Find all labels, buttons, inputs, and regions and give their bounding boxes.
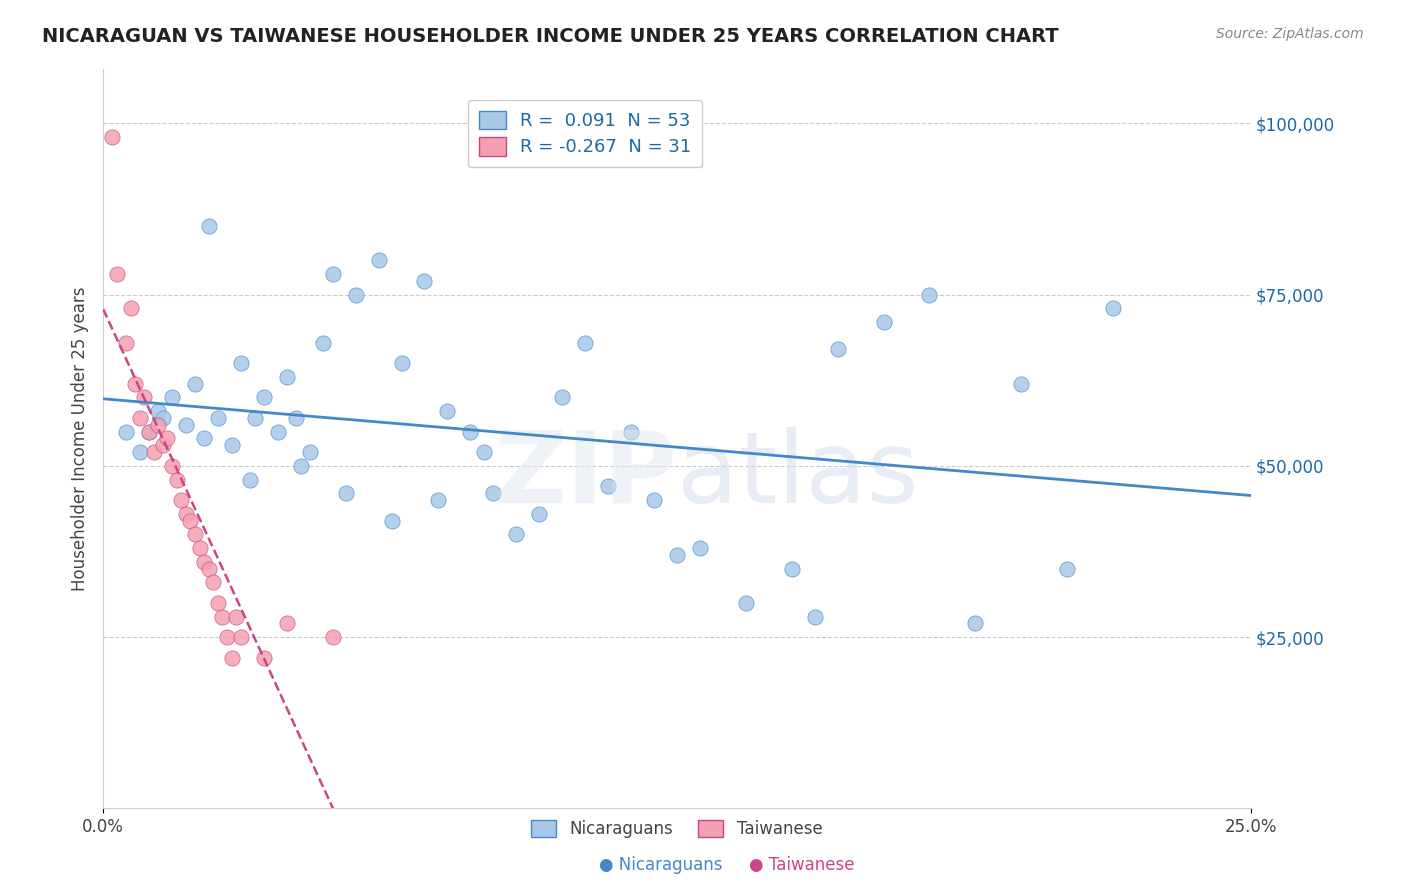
Point [148,404,170,418]
Point [152,411,174,425]
Point [152,438,174,452]
Point [138,425,160,439]
Point [918,287,941,301]
Point [239,473,262,487]
Point [229,356,252,370]
Point [193,555,215,569]
Point [202,575,225,590]
Text: atlas: atlas [676,427,918,524]
Point [266,425,288,439]
Point [120,301,142,316]
Point [734,596,756,610]
Point [184,527,207,541]
Point [243,411,266,425]
Point [803,609,825,624]
Point [276,369,298,384]
Point [253,390,276,404]
Point [197,219,219,233]
Text: ZIP: ZIP [494,427,676,524]
Point [184,376,207,391]
Point [335,486,357,500]
Point [1010,376,1032,391]
Point [115,425,138,439]
Point [284,411,307,425]
Point [872,315,894,329]
Point [197,562,219,576]
Point [381,514,404,528]
Y-axis label: Householder Income Under 25 years: Householder Income Under 25 years [72,286,89,591]
Point [298,445,321,459]
Point [551,390,574,404]
Point [105,267,128,281]
Point [229,630,252,644]
Point [780,562,803,576]
Point [505,527,527,541]
Point [207,596,229,610]
Point [174,417,197,432]
Point [221,438,243,452]
Text: NICARAGUAN VS TAIWANESE HOUSEHOLDER INCOME UNDER 25 YEARS CORRELATION CHART: NICARAGUAN VS TAIWANESE HOUSEHOLDER INCO… [42,27,1059,45]
Point [134,390,156,404]
Point [124,376,146,391]
Text: ● Nicaraguans: ● Nicaraguans [599,856,723,874]
Point [276,616,298,631]
Point [322,267,344,281]
Point [344,287,367,301]
Point [596,479,619,493]
Point [221,650,243,665]
Point [322,630,344,644]
Point [160,390,183,404]
Point [179,514,201,528]
Point [101,130,124,145]
Point [367,253,389,268]
Point [193,432,215,446]
Point [1102,301,1125,316]
Point [529,507,551,521]
Point [115,335,138,350]
Point [156,432,179,446]
Text: ● Taiwanese: ● Taiwanese [748,856,855,874]
Point [188,541,211,555]
Point [148,417,170,432]
Point [225,609,247,624]
Point [312,335,335,350]
Point [643,493,665,508]
Text: Source: ZipAtlas.com: Source: ZipAtlas.com [1216,27,1364,41]
Point [665,548,688,562]
Point [620,425,643,439]
Point [574,335,596,350]
Point [170,493,193,508]
Point [211,609,233,624]
Point [391,356,413,370]
Point [253,650,276,665]
Point [460,425,482,439]
Point [427,493,450,508]
Point [290,458,312,473]
Point [128,411,150,425]
Point [160,458,183,473]
Point [217,630,239,644]
Point [413,274,436,288]
Point [482,486,505,500]
Point [142,445,165,459]
Point [436,404,458,418]
Point [1056,562,1078,576]
Point [128,445,150,459]
Point [472,445,495,459]
Legend: Nicaraguans, Taiwanese: Nicaraguans, Taiwanese [524,813,830,845]
Point [166,473,188,487]
Point [827,343,849,357]
Point [965,616,987,631]
Point [174,507,197,521]
Point [138,425,160,439]
Point [689,541,711,555]
Point [207,411,229,425]
